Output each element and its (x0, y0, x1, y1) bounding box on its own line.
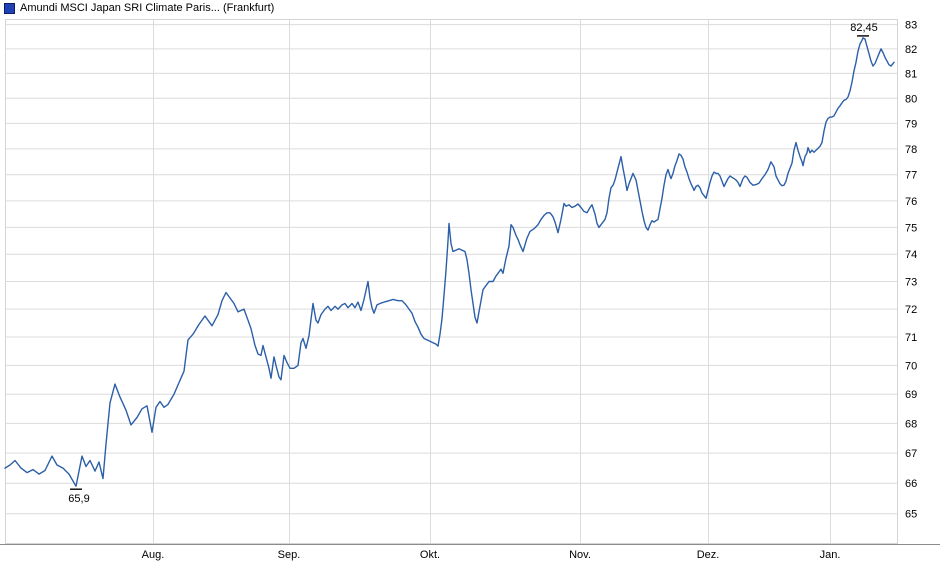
y-axis-tick-label: 75 (905, 222, 917, 234)
y-axis-tick-label: 69 (905, 389, 917, 401)
y-axis-tick-label: 82 (905, 44, 917, 56)
x-axis-tick-label: Jan. (820, 549, 841, 561)
x-axis-tick-label: Nov. (569, 549, 591, 561)
y-axis-tick-label: 65 (905, 509, 917, 521)
x-axis-tick-label: Dez. (697, 549, 720, 561)
y-axis-tick-label: 74 (905, 249, 917, 261)
y-axis-tick-label: 83 (905, 20, 917, 32)
plot-border (5, 19, 898, 544)
y-axis-tick-label: 66 (905, 478, 917, 490)
y-axis-tick-label: 81 (905, 68, 917, 80)
y-axis-tick-label: 67 (905, 448, 917, 460)
y-axis-tick-label: 70 (905, 360, 917, 372)
x-axis-tick-label: Okt. (420, 549, 440, 561)
price-line (4, 37, 895, 487)
y-axis-tick-label: 79 (905, 118, 917, 130)
low-annotation: 65,9 (68, 493, 89, 505)
x-axis-tick-label: Aug. (142, 549, 165, 561)
y-axis-tick-label: 77 (905, 170, 917, 182)
y-axis-tick-label: 76 (905, 196, 917, 208)
x-axis-tick-label: Sep. (278, 549, 301, 561)
y-axis-tick-label: 73 (905, 277, 917, 289)
y-axis-tick-label: 72 (905, 304, 917, 316)
y-axis-tick-label: 68 (905, 418, 917, 430)
y-axis-tick-label: 78 (905, 144, 917, 156)
high-annotation: 82,45 (850, 22, 878, 34)
y-axis-tick-label: 71 (905, 332, 917, 344)
y-axis-tick-label: 80 (905, 93, 917, 105)
